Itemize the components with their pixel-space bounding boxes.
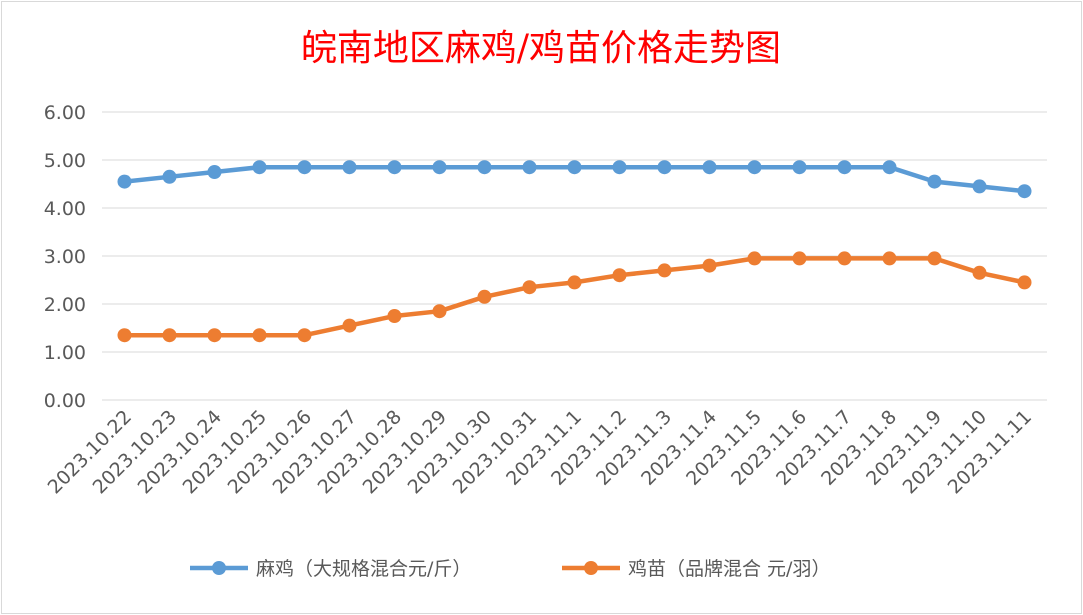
data-point xyxy=(702,258,717,273)
gridlines xyxy=(102,111,1047,401)
data-point xyxy=(252,328,267,343)
data-point xyxy=(477,160,492,175)
data-point xyxy=(747,160,762,175)
data-point xyxy=(792,160,807,175)
data-point xyxy=(567,275,582,290)
data-point xyxy=(702,160,717,175)
data-point xyxy=(162,328,177,343)
series-1 xyxy=(117,160,1032,199)
data-point xyxy=(117,174,132,189)
data-point xyxy=(432,304,447,319)
data-point xyxy=(612,268,627,283)
legend-item-2: 鸡苗（品牌混合 元/羽） xyxy=(562,558,830,580)
data-point xyxy=(207,328,222,343)
data-point xyxy=(657,160,672,175)
legend-marker xyxy=(212,561,226,575)
data-point xyxy=(477,289,492,304)
data-point xyxy=(567,160,582,175)
data-point xyxy=(342,318,357,333)
series-line xyxy=(124,256,1025,338)
legend-item-1: 麻鸡（大规格混合元/斤） xyxy=(190,558,471,580)
x-axis-ticks: 2023.10.222023.10.232023.10.242023.10.25… xyxy=(44,406,1036,498)
legend-label: 麻鸡（大规格混合元/斤） xyxy=(256,558,471,580)
y-tick-label: 4.00 xyxy=(44,198,86,220)
y-tick-label: 3.00 xyxy=(44,246,86,268)
data-point xyxy=(252,160,267,175)
data-point xyxy=(792,251,807,266)
legend: 麻鸡（大规格混合元/斤） 鸡苗（品牌混合 元/羽） xyxy=(190,558,830,580)
y-tick-label: 0.00 xyxy=(44,390,86,412)
data-point xyxy=(972,265,987,280)
data-point xyxy=(972,179,987,194)
data-point xyxy=(522,280,537,295)
y-tick-label: 5.00 xyxy=(44,150,86,172)
data-point xyxy=(612,160,627,175)
data-point xyxy=(747,251,762,266)
data-point xyxy=(207,165,222,179)
data-point xyxy=(297,328,312,343)
data-point xyxy=(927,174,942,189)
data-point xyxy=(882,251,897,266)
data-point xyxy=(387,160,402,175)
data-point xyxy=(657,263,672,278)
data-point xyxy=(837,251,852,266)
legend-label: 鸡苗（品牌混合 元/羽） xyxy=(628,558,830,580)
data-point xyxy=(297,160,312,175)
data-point xyxy=(837,160,852,175)
y-tick-label: 6.00 xyxy=(44,102,86,124)
series-group xyxy=(117,160,1032,343)
data-point xyxy=(162,169,177,184)
data-point xyxy=(432,160,447,175)
data-point xyxy=(117,328,132,343)
data-point xyxy=(882,160,897,175)
y-tick-label: 1.00 xyxy=(44,342,86,364)
chart-title: 皖南地区麻鸡/鸡苗价格走势图 xyxy=(301,28,781,69)
data-point xyxy=(1017,184,1032,199)
data-point xyxy=(1017,275,1032,290)
data-point xyxy=(927,251,942,266)
data-point xyxy=(387,309,402,323)
data-point xyxy=(342,160,357,175)
y-tick-label: 2.00 xyxy=(44,294,86,316)
y-axis-ticks: 0.00 1.00 2.00 3.00 4.00 5.00 6.00 xyxy=(44,102,86,412)
data-point xyxy=(522,160,537,175)
series-2 xyxy=(117,251,1032,343)
legend-marker xyxy=(584,561,598,575)
